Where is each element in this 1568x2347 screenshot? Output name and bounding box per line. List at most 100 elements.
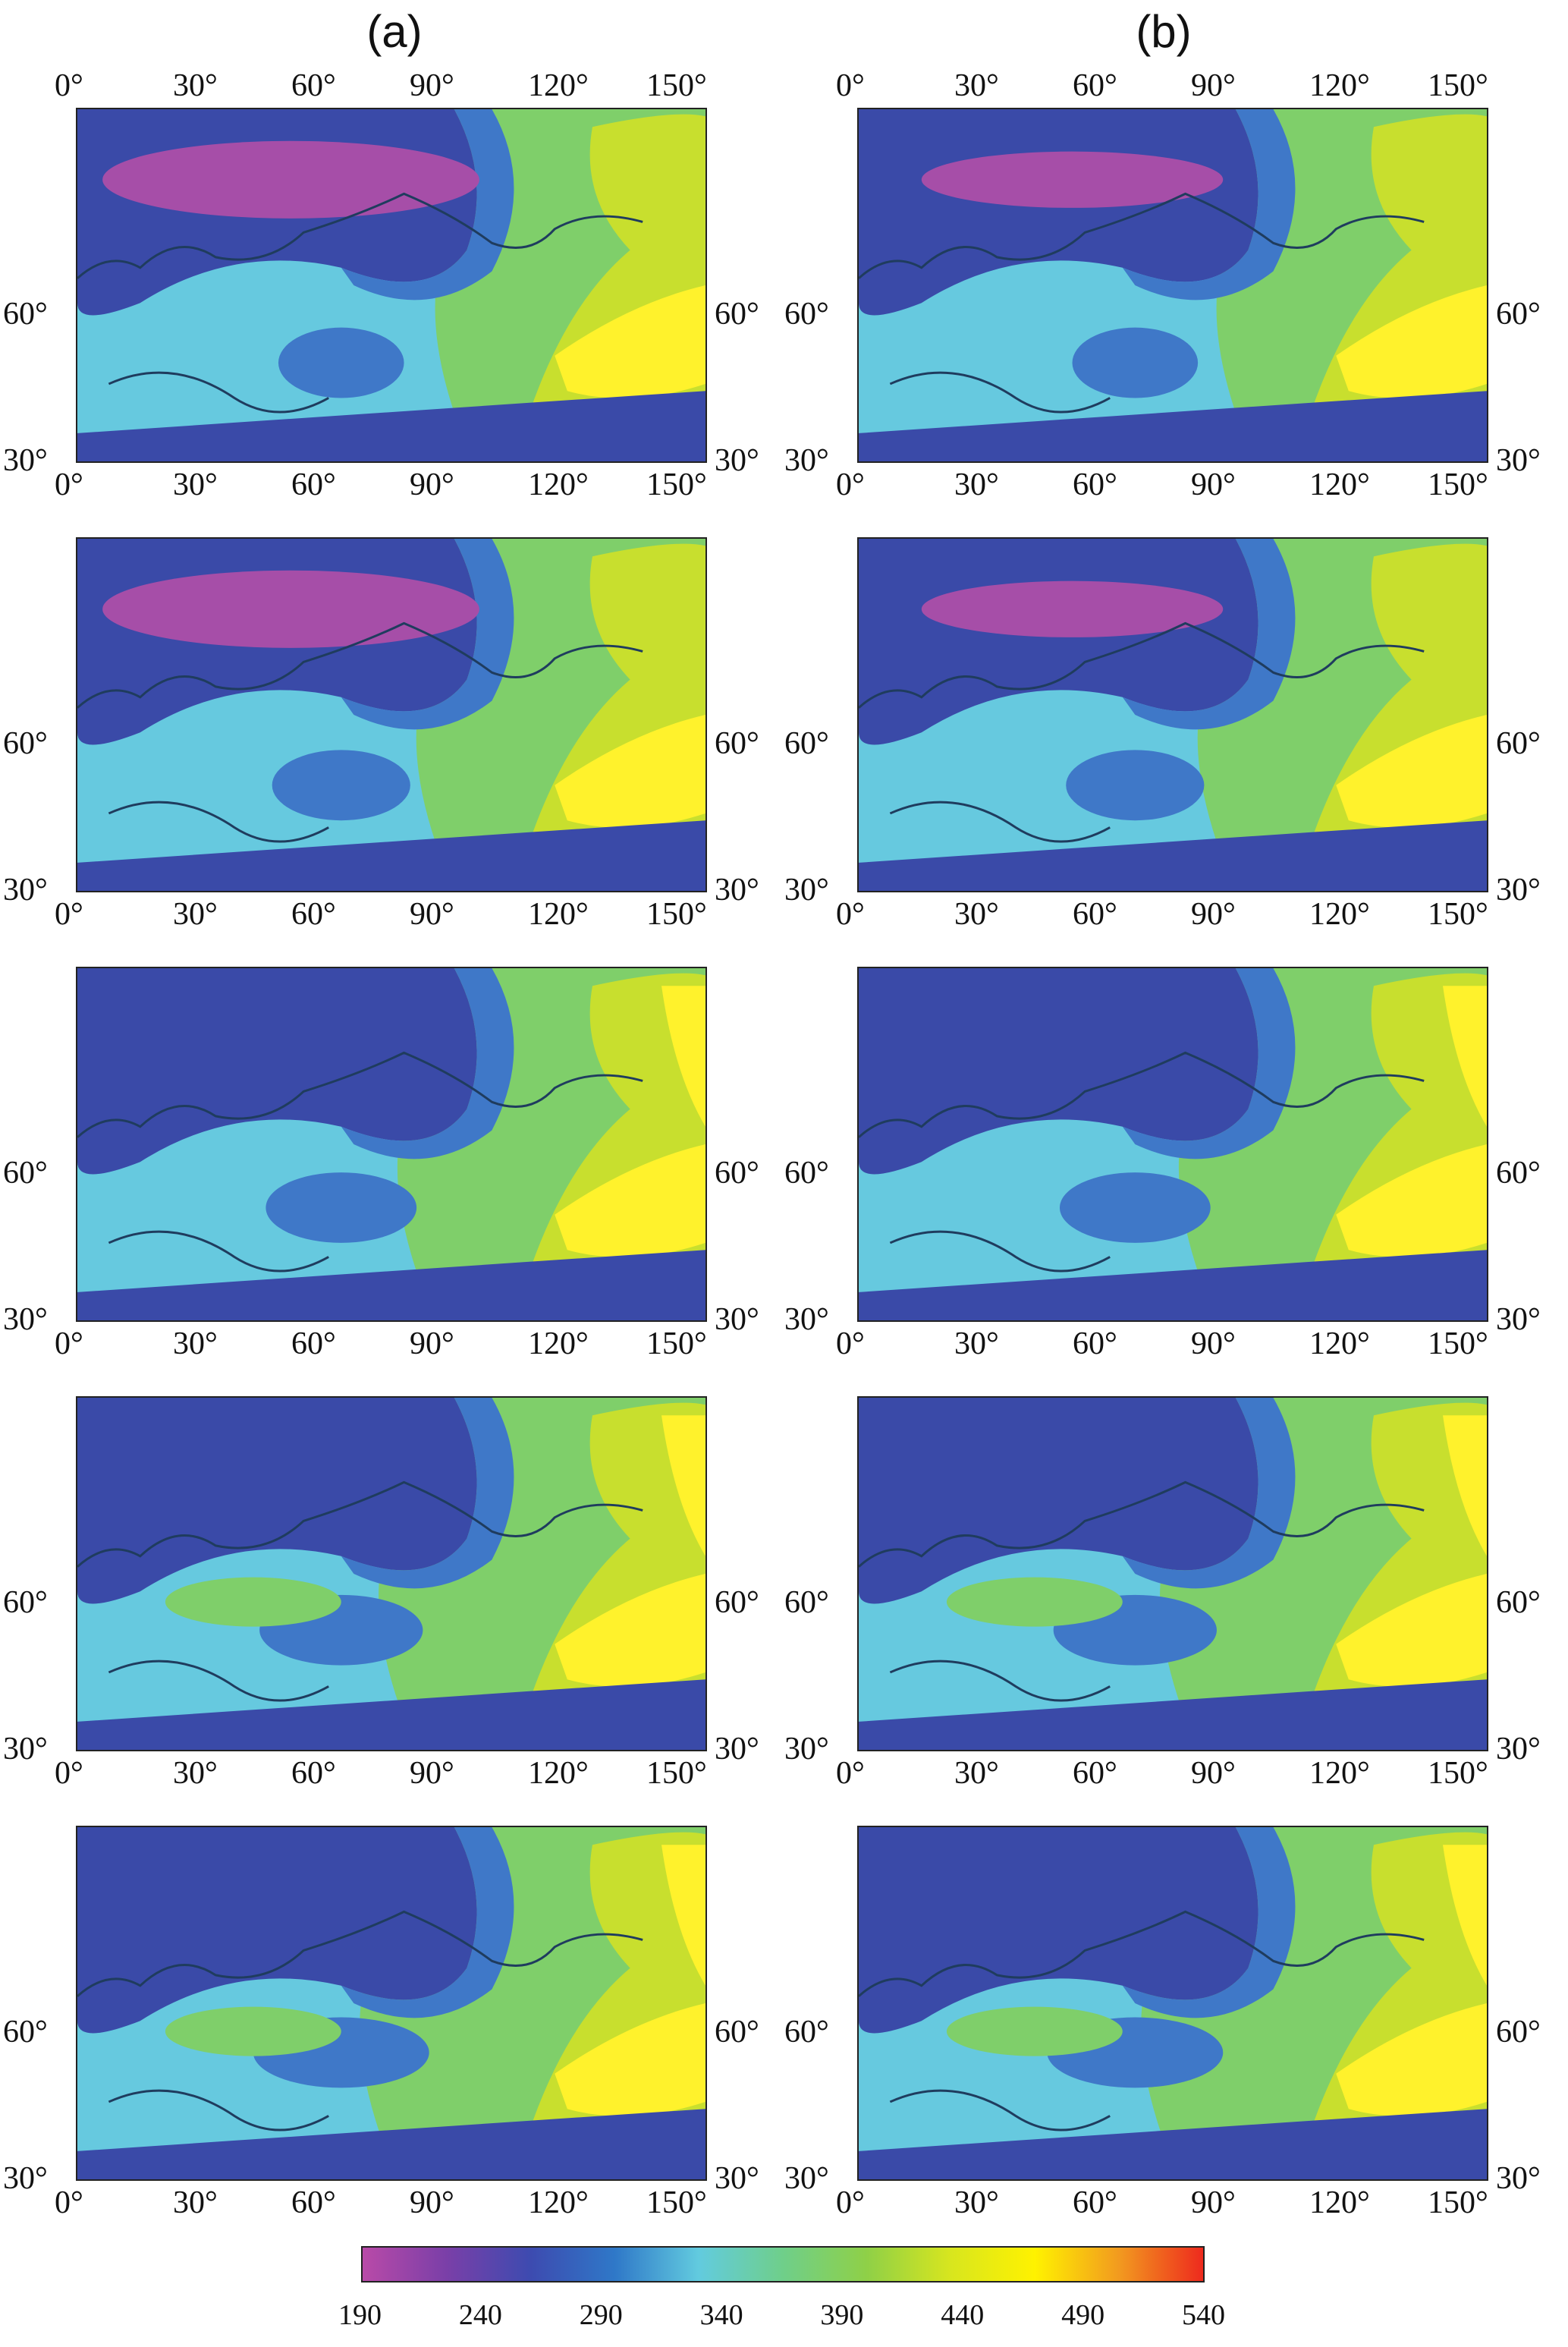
- latitude-tick-label-left: 30°: [784, 443, 829, 478]
- longitude-tick-label: 60°: [291, 68, 336, 103]
- latitude-tick-label-left: 60°: [3, 297, 48, 332]
- latitude-tick-label-left: 60°: [784, 2015, 829, 2050]
- latitude-tick-label-right: 30°: [1496, 2161, 1541, 2196]
- latitude-tick-label-left: 30°: [3, 1732, 48, 1767]
- latitude-tick-label-right: 30°: [715, 1302, 759, 1337]
- coastline-south: [108, 1660, 329, 1702]
- central-blue-blob: [266, 1172, 417, 1243]
- longitude-tick-label: 120°: [528, 2185, 589, 2220]
- southern-band: [77, 1250, 705, 1320]
- latitude-tick-label-left: 30°: [784, 2161, 829, 2196]
- longitude-tick-label: 150°: [1428, 1756, 1488, 1791]
- longitude-tick-label: 0°: [836, 897, 865, 932]
- latitude-tick-label-left: 60°: [784, 297, 829, 332]
- longitude-tick-label: 150°: [1428, 897, 1488, 932]
- longitude-tick-label: 0°: [55, 897, 83, 932]
- latitude-tick-label-right: 30°: [1496, 1302, 1541, 1337]
- green-patch: [165, 1577, 341, 1627]
- coastline: [77, 1051, 643, 1138]
- longitude-tick-label: 90°: [410, 1756, 454, 1791]
- coastline: [859, 621, 1425, 709]
- column-label-1: (b): [1136, 6, 1192, 57]
- blue-ring: [341, 539, 514, 730]
- map-field: [859, 1827, 1487, 2179]
- coastline: [77, 192, 643, 279]
- longitude-tick-label: 90°: [410, 897, 454, 932]
- southern-band: [77, 2109, 705, 2179]
- magenta-core: [921, 151, 1224, 208]
- blue-ring: [341, 109, 514, 300]
- colorbar-tick-label: 190: [338, 2299, 382, 2331]
- green-patch: [946, 2006, 1123, 2056]
- latitude-tick-label-left: 60°: [3, 726, 48, 762]
- yellow-region: [555, 285, 705, 398]
- longitude-tick-label: 150°: [646, 1326, 707, 1361]
- longitude-tick-label: 120°: [1309, 2185, 1370, 2220]
- coastline: [859, 192, 1425, 279]
- longitude-tick-label: 0°: [836, 68, 865, 103]
- longitude-tick-label: 60°: [291, 1326, 336, 1361]
- map-field: [859, 1398, 1487, 1750]
- coastline-south: [108, 1230, 329, 1273]
- southern-band: [859, 2109, 1487, 2179]
- longitude-tick-label: 60°: [291, 897, 336, 932]
- latitude-tick-label-right: 60°: [715, 1156, 759, 1191]
- latitude-tick-label-left: 60°: [3, 1156, 48, 1191]
- coastline-south: [889, 371, 1111, 414]
- longitude-tick-label: 150°: [1428, 467, 1488, 502]
- latitude-tick-label-left: 30°: [3, 2161, 48, 2196]
- navy-region: [77, 1827, 477, 2034]
- longitude-tick-label: 120°: [528, 467, 589, 502]
- longitude-tick-label: 120°: [1309, 68, 1370, 103]
- longitude-tick-label: 90°: [410, 1326, 454, 1361]
- longitude-tick-label: 150°: [646, 68, 707, 103]
- longitude-tick-label: 150°: [1428, 68, 1488, 103]
- coastline: [77, 1480, 643, 1568]
- longitude-tick-label: 30°: [173, 2185, 218, 2220]
- navy-region: [859, 968, 1258, 1175]
- blue-ring: [1122, 109, 1296, 300]
- longitude-tick-label: 0°: [836, 467, 865, 502]
- longitude-tick-label: 150°: [646, 2185, 707, 2220]
- yellow-region: [555, 2003, 705, 2116]
- longitude-tick-label: 30°: [954, 467, 999, 502]
- map-field: [859, 109, 1487, 461]
- blue-ring: [341, 1827, 514, 2018]
- latitude-tick-label-left: 30°: [3, 1302, 48, 1337]
- navy-region: [859, 1827, 1258, 2034]
- latitude-tick-label-left: 30°: [3, 873, 48, 908]
- navy-region: [859, 1398, 1258, 1604]
- longitude-tick-label: 120°: [1309, 1756, 1370, 1791]
- latitude-tick-label-right: 60°: [715, 726, 759, 762]
- longitude-tick-label: 120°: [528, 68, 589, 103]
- longitude-tick-label: 120°: [1309, 467, 1370, 502]
- latitude-tick-label-left: 30°: [3, 443, 48, 478]
- magenta-core: [921, 580, 1224, 637]
- coastline: [859, 1480, 1425, 1568]
- longitude-tick-label: 30°: [173, 897, 218, 932]
- latitude-tick-label-right: 30°: [715, 443, 759, 478]
- map-field: [77, 109, 705, 461]
- yellow-region-north: [1443, 1415, 1487, 1556]
- longitude-tick-label: 60°: [1073, 2185, 1117, 2220]
- longitude-tick-label: 0°: [55, 68, 83, 103]
- longitude-tick-label: 90°: [1191, 1756, 1236, 1791]
- blue-ring: [1122, 539, 1296, 730]
- longitude-tick-label: 60°: [291, 2185, 336, 2220]
- latitude-tick-label-right: 60°: [1496, 1585, 1541, 1621]
- colorbar-tick-label: 390: [820, 2299, 864, 2331]
- longitude-tick-label: 60°: [1073, 467, 1117, 502]
- longitude-tick-label: 0°: [55, 1326, 83, 1361]
- latitude-tick-label-right: 60°: [1496, 726, 1541, 762]
- latitude-tick-label-left: 30°: [784, 1302, 829, 1337]
- map-field: [77, 539, 705, 891]
- yellow-region: [555, 715, 705, 828]
- yellow-region: [1336, 1574, 1487, 1687]
- longitude-tick-label: 150°: [1428, 1326, 1488, 1361]
- central-blue-blob: [278, 327, 404, 398]
- map-panel-r1-c0: [76, 537, 707, 892]
- yellow-region-north: [1443, 986, 1487, 1127]
- longitude-tick-label: 150°: [646, 1756, 707, 1791]
- longitude-tick-label: 0°: [836, 1326, 865, 1361]
- longitude-tick-label: 30°: [954, 2185, 999, 2220]
